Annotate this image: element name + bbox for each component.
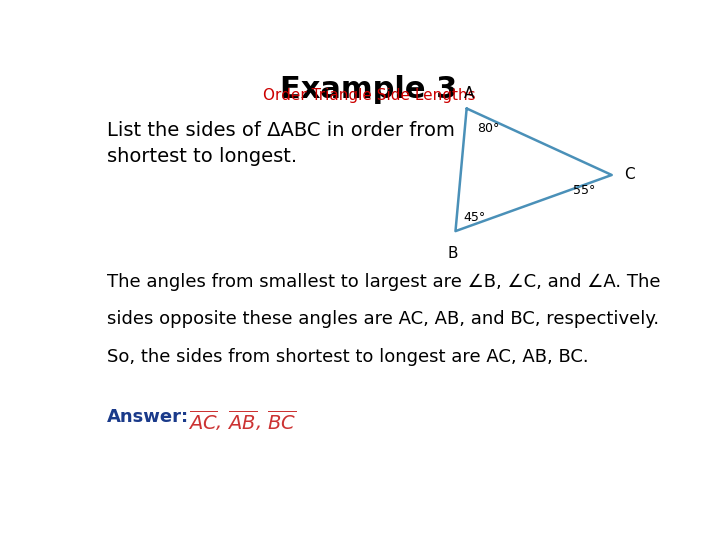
Text: So, the sides from shortest to longest are AC, AB, BC.: So, the sides from shortest to longest a… bbox=[107, 348, 588, 366]
Text: The angles from smallest to largest are ∠B, ∠C, and ∠A. The: The angles from smallest to largest are … bbox=[107, 273, 660, 291]
Text: C: C bbox=[624, 167, 634, 183]
Text: A: A bbox=[464, 86, 474, 101]
Text: $\overline{AC}$, $\overline{AB}$, $\overline{BC}$: $\overline{AC}$, $\overline{AB}$, $\over… bbox=[188, 408, 296, 433]
Text: Example 3: Example 3 bbox=[280, 75, 458, 104]
Text: 55°: 55° bbox=[572, 184, 595, 197]
Text: 80°: 80° bbox=[477, 122, 499, 135]
Text: Answer:: Answer: bbox=[107, 408, 189, 426]
Text: B: B bbox=[447, 246, 458, 261]
Text: 45°: 45° bbox=[464, 211, 486, 224]
Text: Order Triangle Side Lengths: Order Triangle Side Lengths bbox=[263, 87, 475, 103]
Text: List the sides of ΔABC in order from
shortest to longest.: List the sides of ΔABC in order from sho… bbox=[107, 121, 454, 166]
Text: sides opposite these angles are AC, AB, and BC, respectively.: sides opposite these angles are AC, AB, … bbox=[107, 310, 659, 328]
